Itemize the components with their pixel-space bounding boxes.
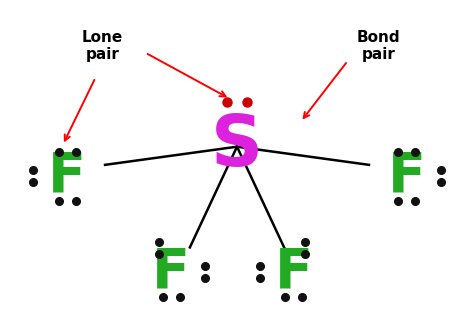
Text: Lone
pair: Lone pair [82,30,123,62]
Text: F: F [48,150,86,203]
Text: F: F [152,245,190,299]
Text: Bond
pair: Bond pair [356,30,400,62]
Text: S: S [211,112,263,181]
Text: F: F [388,150,426,203]
Text: F: F [274,245,312,299]
